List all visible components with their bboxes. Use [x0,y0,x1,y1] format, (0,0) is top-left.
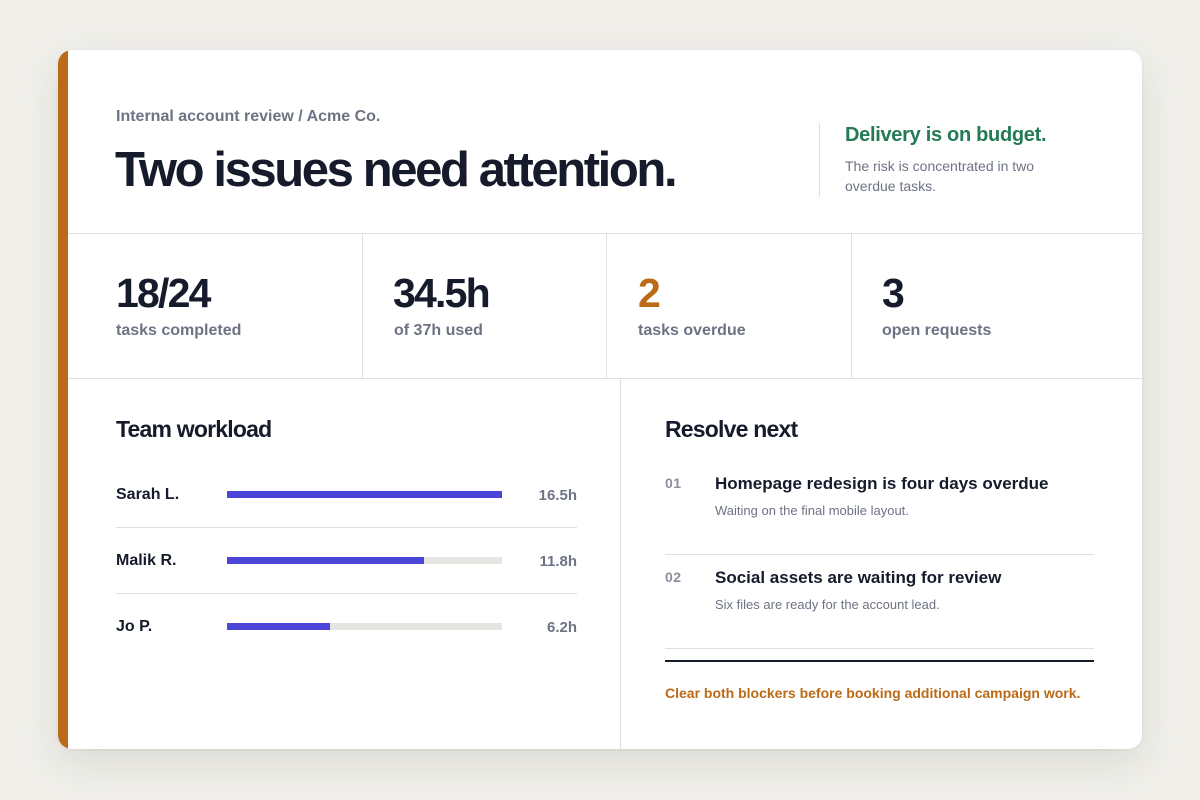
list-item[interactable]: 02 Social assets are waiting for review … [665,555,1094,649]
workload-bar [227,491,502,498]
callout-text: Clear both blockers before booking addit… [665,685,1081,701]
workload-list: Sarah L. 16.5h Malik R. 11.8h Jo P. 6.2h [116,462,577,660]
workload-row: Jo P. 6.2h [116,594,577,660]
metric-value: 18/24 [116,270,211,316]
member-name: Sarah L. [116,486,180,503]
account-review-card: Internal account review / Acme Co. Two i… [58,50,1142,749]
workload-track [227,491,502,498]
summary-title: Delivery is on budget. [845,124,1047,146]
resolve-next-panel: Resolve next 01 Homepage redesign is fou… [621,379,1142,749]
workload-bar [227,623,331,630]
resolve-list: 01 Homepage redesign is four days overdu… [665,461,1094,649]
member-hours: 16.5h [538,487,577,504]
workload-track [227,623,502,630]
team-workload-panel: Team workload Sarah L. 16.5h Malik R. 11… [68,379,621,749]
resolve-title: Resolve next [665,416,798,442]
workload-title: Team workload [116,416,272,442]
member-name: Malik R. [116,552,177,569]
member-name: Jo P. [116,618,153,635]
metric-label: open requests [882,322,992,339]
breadcrumb: Internal account review / Acme Co. [116,108,381,125]
header: Internal account review / Acme Co. Two i… [68,50,1142,234]
item-subtitle: Waiting on the final mobile layout. [715,503,909,518]
metric-value: 2 [638,270,661,316]
metric-hours-used: 34.5h of 37h used [362,234,606,379]
workload-track [227,557,502,564]
metrics-row: 18/24 tasks completed 34.5h of 37h used … [68,234,1142,379]
metric-tasks-overdue: 2 tasks overdue [606,234,851,379]
budget-summary: Delivery is on budget. The risk is conce… [819,123,1079,197]
metric-tasks-completed: 18/24 tasks completed [68,234,362,379]
metric-value: 34.5h [393,270,491,316]
item-number: 02 [665,569,682,585]
metric-value: 3 [882,270,905,316]
workload-row: Malik R. 11.8h [116,528,577,594]
list-item[interactable]: 01 Homepage redesign is four days overdu… [665,461,1094,555]
workload-row: Sarah L. 16.5h [116,462,577,528]
workload-bar [227,557,424,564]
item-title: Social assets are waiting for review [715,568,1002,587]
page-title: Two issues need attention. [115,143,678,197]
metric-label: of 37h used [394,322,483,339]
summary-text: The risk is concentrated in two overdue … [845,158,1035,194]
item-subtitle: Six files are ready for the account lead… [715,597,940,612]
accent-bar [58,50,68,749]
member-hours: 11.8h [539,553,577,570]
member-hours: 6.2h [546,619,577,636]
metric-label: tasks overdue [638,322,746,339]
item-title: Homepage redesign is four days overdue [715,474,1049,493]
item-number: 01 [665,475,682,491]
metric-label: tasks completed [116,322,242,339]
divider [665,660,1094,662]
metric-open-requests: 3 open requests [851,234,1142,379]
